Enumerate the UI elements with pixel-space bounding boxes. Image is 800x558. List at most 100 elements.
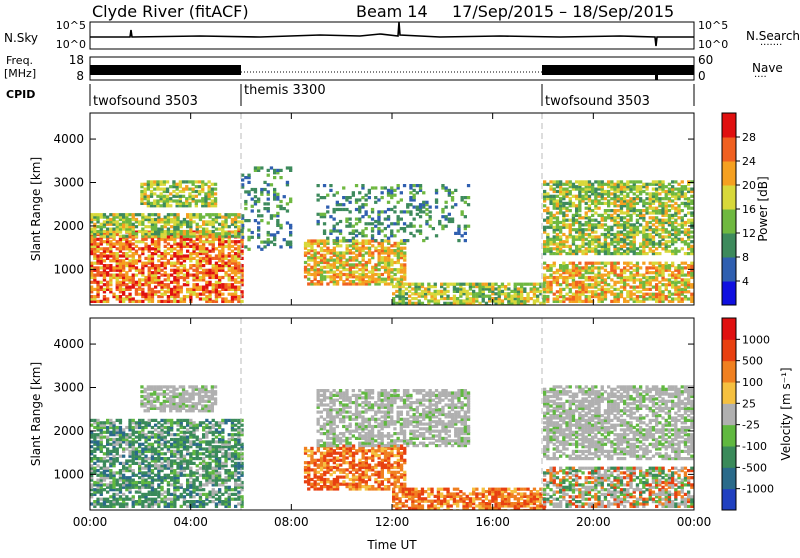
echo-cell: [604, 228, 607, 231]
echo-cell: [208, 281, 211, 284]
echo-cell: [687, 252, 690, 255]
echo-cell: [267, 174, 270, 177]
echo-cell: [645, 207, 648, 210]
echo-cell: [164, 464, 167, 467]
echo-cell: [195, 185, 198, 188]
echo-cell: [122, 498, 125, 501]
echo-cell: [674, 226, 677, 229]
echo-cell: [393, 189, 396, 192]
echo-cell: [132, 419, 135, 422]
echo-cell: [349, 256, 352, 259]
echo-cell: [384, 186, 387, 189]
echo-cell: [148, 266, 151, 269]
echo-cell: [180, 269, 183, 272]
echo-cell: [188, 188, 191, 191]
echo-cell: [267, 198, 270, 201]
echo-cell: [141, 262, 144, 265]
echo-cell: [228, 213, 231, 216]
echo-cell: [371, 208, 374, 211]
echo-cell: [626, 290, 629, 293]
echo-cell: [684, 278, 687, 281]
echo-cell: [390, 229, 393, 232]
echo-cell: [355, 263, 358, 266]
echo-cell: [349, 280, 352, 283]
echo-cell: [180, 297, 183, 300]
echo-cell: [454, 232, 457, 235]
echo-cell: [681, 297, 684, 300]
echo-cell: [655, 262, 658, 265]
echo-cell: [588, 295, 591, 298]
echo-cell: [109, 419, 112, 422]
echo-cell: [180, 276, 183, 279]
echo-cell: [106, 498, 109, 501]
echo-cell: [665, 278, 668, 281]
echo-cell: [188, 180, 191, 183]
echo-cell: [397, 201, 400, 204]
echo-cell: [655, 188, 658, 191]
echo-cell: [270, 241, 273, 244]
echo-cell: [549, 247, 552, 250]
echo-cell: [323, 275, 326, 278]
echo-cell: [607, 262, 610, 265]
echo-cell: [636, 295, 639, 298]
echo-cell: [160, 457, 163, 460]
echo-cell: [617, 221, 620, 224]
echo-cell: [144, 505, 147, 508]
echo-cell: [228, 225, 231, 228]
echo-cell: [642, 199, 645, 202]
echo-cell: [381, 256, 384, 259]
echo-cell: [677, 188, 680, 191]
echo-cell: [681, 231, 684, 234]
echo-cell: [326, 271, 329, 274]
echo-cell: [270, 166, 273, 169]
echo-cell: [317, 251, 320, 254]
echo-cell: [192, 257, 195, 260]
echo-cell: [400, 263, 403, 266]
echo-cell: [140, 190, 143, 193]
echo-cell: [151, 218, 154, 221]
echo-cell: [655, 252, 658, 255]
echo-cell: [395, 295, 398, 298]
echo-cell: [645, 183, 648, 186]
echo-cell: [601, 262, 604, 265]
echo-cell: [112, 266, 115, 269]
echo-cell: [569, 219, 572, 222]
echo-cell: [629, 271, 632, 274]
echo-cell: [394, 261, 397, 264]
echo-cell: [378, 242, 381, 245]
echo-cell: [267, 231, 270, 234]
echo-cell: [96, 281, 99, 284]
echo-cell: [138, 486, 141, 489]
echo-cell: [119, 213, 122, 216]
echo-cell: [617, 293, 620, 296]
echo-cell: [349, 232, 352, 235]
echo-cell: [626, 180, 629, 183]
echo-cell: [109, 288, 112, 291]
echo-cell: [267, 183, 270, 186]
echo-cell: [167, 252, 170, 255]
echo-cell: [409, 222, 412, 225]
echo-cell: [208, 185, 211, 188]
echo-cell: [639, 300, 642, 303]
echo-cell: [409, 191, 412, 194]
echo-cell: [462, 283, 465, 286]
echo-cell: [342, 239, 345, 242]
echo-cell: [317, 280, 320, 283]
echo-cell: [575, 264, 578, 267]
echo-cell: [639, 180, 642, 183]
echo-cell: [649, 226, 652, 229]
echo-cell: [154, 479, 157, 482]
echo-cell: [565, 252, 568, 255]
echo-cell: [536, 295, 539, 298]
echo-cell: [109, 438, 112, 441]
echo-cell: [192, 213, 195, 216]
echo-cell: [457, 225, 460, 228]
echo-cell: [326, 282, 329, 285]
echo-cell: [173, 286, 176, 289]
echo-cell: [323, 222, 326, 225]
echo-cell: [569, 197, 572, 200]
echo-cell: [588, 276, 591, 279]
echo-cell: [661, 197, 664, 200]
echo-cell: [96, 498, 99, 501]
echo-cell: [575, 281, 578, 284]
